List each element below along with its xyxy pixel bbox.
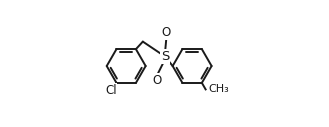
Text: O: O (162, 26, 171, 39)
Text: S: S (161, 50, 169, 63)
Text: O: O (152, 74, 162, 87)
Text: Cl: Cl (105, 84, 117, 97)
Text: CH₃: CH₃ (208, 84, 229, 94)
